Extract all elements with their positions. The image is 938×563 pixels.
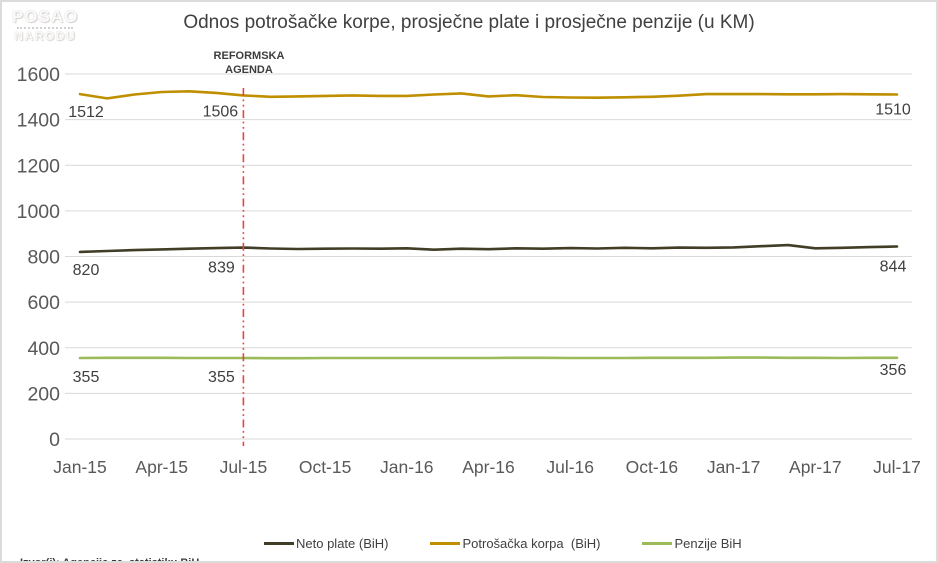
- data-label: 820: [73, 262, 100, 279]
- x-tick-label: Jul-17: [873, 457, 921, 477]
- data-label: 1510: [875, 102, 911, 119]
- data-label: 1512: [68, 104, 104, 121]
- data-label: 355: [73, 369, 100, 386]
- source-note: Izvor(i): Agencija za statistiku BiH, PI…: [20, 523, 203, 563]
- data-label: 839: [208, 260, 235, 277]
- reform-agenda-line1: REFORMSKA: [213, 50, 285, 62]
- y-tick-label: 1400: [17, 110, 61, 132]
- logo-text-narodu: NARODU: [14, 29, 77, 43]
- y-tick-label: 1200: [17, 155, 61, 177]
- y-axis-labels: 0 200 400 600 800 1000 1200 1400 1600: [17, 64, 61, 451]
- data-label: 1506: [203, 103, 239, 120]
- legend: Neto plate (BiH) Potrošačka korpa (BiH) Pe…: [264, 536, 742, 551]
- y-tick-label: 0: [49, 429, 60, 451]
- x-tick-label: Jan-15: [53, 457, 107, 477]
- legend-item-0: Neto plate (BiH): [264, 536, 388, 551]
- series-line-1: [78, 90, 899, 100]
- legend-item-2: Penzije BiH: [642, 536, 742, 551]
- x-tick-label: Apr-15: [135, 457, 188, 477]
- y-tick-label: 400: [27, 338, 60, 360]
- reform-agenda-annotation: REFORMSKA AGENDA: [189, 49, 309, 77]
- x-tick-label: Oct-16: [626, 457, 679, 477]
- gridlines: [65, 73, 912, 440]
- legend-label: Penzije BiH: [674, 536, 742, 551]
- legend-swatch: [642, 542, 673, 545]
- x-axis-labels: Jan-15 Apr-15 Jul-15 Oct-15 Jan-16 Apr-16 Jul-…: [53, 457, 921, 477]
- x-tick-label: Oct-15: [299, 457, 352, 477]
- y-tick-label: 800: [27, 247, 60, 269]
- x-tick-label: Jul-15: [220, 457, 268, 477]
- legend-swatch: [430, 542, 461, 545]
- legend-swatch: [264, 542, 294, 545]
- x-tick-label: Jan-17: [707, 457, 761, 477]
- y-tick-label: 1600: [17, 64, 61, 86]
- source-line1: Izvor(i): Agencija za statistiku BiH,: [20, 557, 203, 563]
- legend-label: Potrošačka korpa (BiH): [462, 536, 601, 551]
- series-line-2: [78, 356, 899, 360]
- legend-label: Neto plate (BiH): [296, 536, 389, 551]
- x-tick-label: Apr-16: [462, 457, 515, 477]
- x-tick-label: Jul-16: [546, 457, 594, 477]
- posao-narodu-logo: POSAO NARODU: [12, 8, 78, 43]
- legend-item-1: Potrošačka korpa (BiH): [430, 536, 600, 551]
- data-label: 844: [880, 258, 907, 275]
- x-tick-label: Apr-17: [789, 457, 842, 477]
- x-tick-label: Jan-16: [380, 457, 434, 477]
- series-line-0: [78, 243, 899, 254]
- chart-title: Odnos potrošačke korpe, prosječne plate …: [183, 12, 755, 33]
- y-tick-label: 600: [27, 292, 60, 314]
- data-label: 355: [208, 369, 235, 386]
- reform-agenda-line2: AGENDA: [225, 64, 273, 76]
- y-tick-label: 200: [27, 383, 60, 405]
- logo-dotted-divider: [17, 27, 74, 29]
- data-label: 356: [880, 362, 907, 379]
- data-labels: 820 839 844 1512 1506 1510 355 355 356: [68, 102, 911, 386]
- logo-text-posao: POSAO: [12, 7, 79, 26]
- y-tick-label: 1000: [17, 201, 61, 223]
